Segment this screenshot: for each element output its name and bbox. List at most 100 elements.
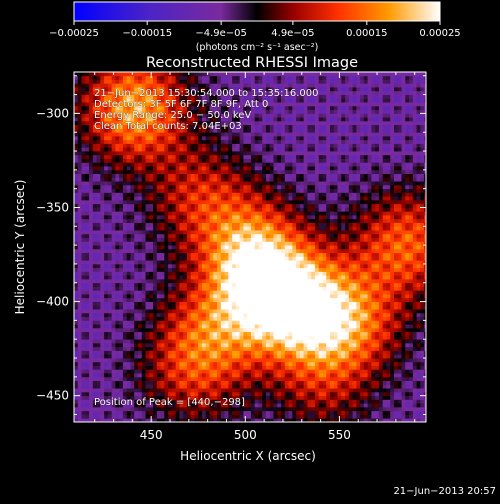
heatmap-cell <box>270 332 274 336</box>
heatmap-cell <box>153 275 157 279</box>
heatmap-cell <box>112 287 116 291</box>
heatmap-cell <box>202 328 206 332</box>
heatmap-cell <box>74 414 78 418</box>
heatmap-cell <box>123 260 127 264</box>
heatmap-cell <box>78 366 82 370</box>
heatmap-cell <box>85 87 89 91</box>
heatmap-cell <box>149 275 153 279</box>
heatmap-cell <box>146 328 150 332</box>
heatmap-cell <box>108 271 112 275</box>
heatmap-cell <box>187 151 191 155</box>
heatmap-cell <box>104 305 108 309</box>
heatmap-cell <box>138 147 142 151</box>
heatmap-cell <box>262 268 266 272</box>
heatmap-cell <box>236 347 240 351</box>
heatmap-cell <box>74 192 78 196</box>
heatmap-cell <box>266 113 270 117</box>
heatmap-cell <box>161 238 165 242</box>
heatmap-cell <box>108 369 112 373</box>
heatmap-cell <box>206 377 210 381</box>
heatmap-cell <box>255 392 259 396</box>
heatmap-cell <box>93 268 97 272</box>
heatmap-cell <box>251 260 255 264</box>
heatmap-cell <box>161 256 165 260</box>
heatmap-cell <box>123 253 127 257</box>
heatmap-cell <box>213 245 217 249</box>
heatmap-cell <box>258 354 262 358</box>
heatmap-cell <box>255 238 259 242</box>
heatmap-cell <box>213 166 217 170</box>
heatmap-cell <box>228 185 232 189</box>
heatmap-cell <box>198 181 202 185</box>
heatmap-cell <box>78 320 82 324</box>
heatmap-cell <box>228 174 232 178</box>
heatmap-cell <box>213 302 217 306</box>
heatmap-cell <box>236 174 240 178</box>
heatmap-cell <box>202 309 206 313</box>
heatmap-cell <box>243 204 247 208</box>
heatmap-cell <box>78 324 82 328</box>
heatmap-cell <box>176 302 180 306</box>
heatmap-cell <box>270 324 274 328</box>
heatmap-cell <box>119 144 123 148</box>
heatmap-cell <box>149 166 153 170</box>
heatmap-cell <box>198 350 202 354</box>
heatmap-cell <box>270 196 274 200</box>
heatmap-cell <box>104 392 108 396</box>
heatmap-cell <box>82 192 86 196</box>
heatmap-cell <box>240 411 244 415</box>
heatmap-cell <box>255 234 259 238</box>
heatmap-cell <box>198 275 202 279</box>
heatmap-cell <box>179 354 183 358</box>
heatmap-cell <box>157 279 161 283</box>
heatmap-cell <box>164 234 168 238</box>
heatmap-cell <box>274 256 278 260</box>
heatmap-cell <box>93 260 97 264</box>
heatmap-cell <box>225 335 229 339</box>
heatmap-cell <box>228 132 232 136</box>
heatmap-cell <box>104 294 108 298</box>
heatmap-cell <box>127 234 131 238</box>
heatmap-cell <box>247 268 251 272</box>
heatmap-cell <box>93 324 97 328</box>
heatmap-cell <box>236 343 240 347</box>
heatmap-cell <box>228 166 232 170</box>
heatmap-cell <box>206 354 210 358</box>
heatmap-cell <box>168 200 172 204</box>
heatmap-cell <box>221 328 225 332</box>
heatmap-cell <box>108 324 112 328</box>
heatmap-cell <box>78 177 82 181</box>
heatmap-cell <box>228 170 232 174</box>
heatmap-cell <box>119 80 123 84</box>
heatmap-cell <box>228 140 232 144</box>
heatmap-cell <box>78 305 82 309</box>
heatmap-cell <box>85 298 89 302</box>
heatmap-cell <box>119 76 123 80</box>
heatmap-cell <box>153 241 157 245</box>
heatmap-cell <box>194 192 198 196</box>
heatmap-cell <box>236 388 240 392</box>
heatmap-cell <box>74 155 78 159</box>
heatmap-cell <box>149 230 153 234</box>
heatmap-cell <box>232 196 236 200</box>
heatmap-cell <box>191 177 195 181</box>
heatmap-cell <box>108 215 112 219</box>
heatmap-cell <box>134 215 138 219</box>
heatmap-cell <box>115 253 119 257</box>
heatmap-cell <box>82 335 86 339</box>
heatmap-cell <box>251 110 255 114</box>
heatmap-cell <box>266 128 270 132</box>
heatmap-cell <box>108 388 112 392</box>
heatmap-cell <box>217 271 221 275</box>
heatmap-cell <box>210 343 214 347</box>
heatmap-cell <box>247 260 251 264</box>
heatmap-cell <box>100 305 104 309</box>
heatmap-cell <box>183 223 187 227</box>
heatmap-cell <box>97 339 101 343</box>
heatmap-cell <box>274 384 278 388</box>
heatmap-cell <box>119 343 123 347</box>
heatmap-cell <box>213 136 217 140</box>
heatmap-cell <box>236 223 240 227</box>
heatmap-cell <box>270 200 274 204</box>
heatmap-cell <box>104 373 108 377</box>
